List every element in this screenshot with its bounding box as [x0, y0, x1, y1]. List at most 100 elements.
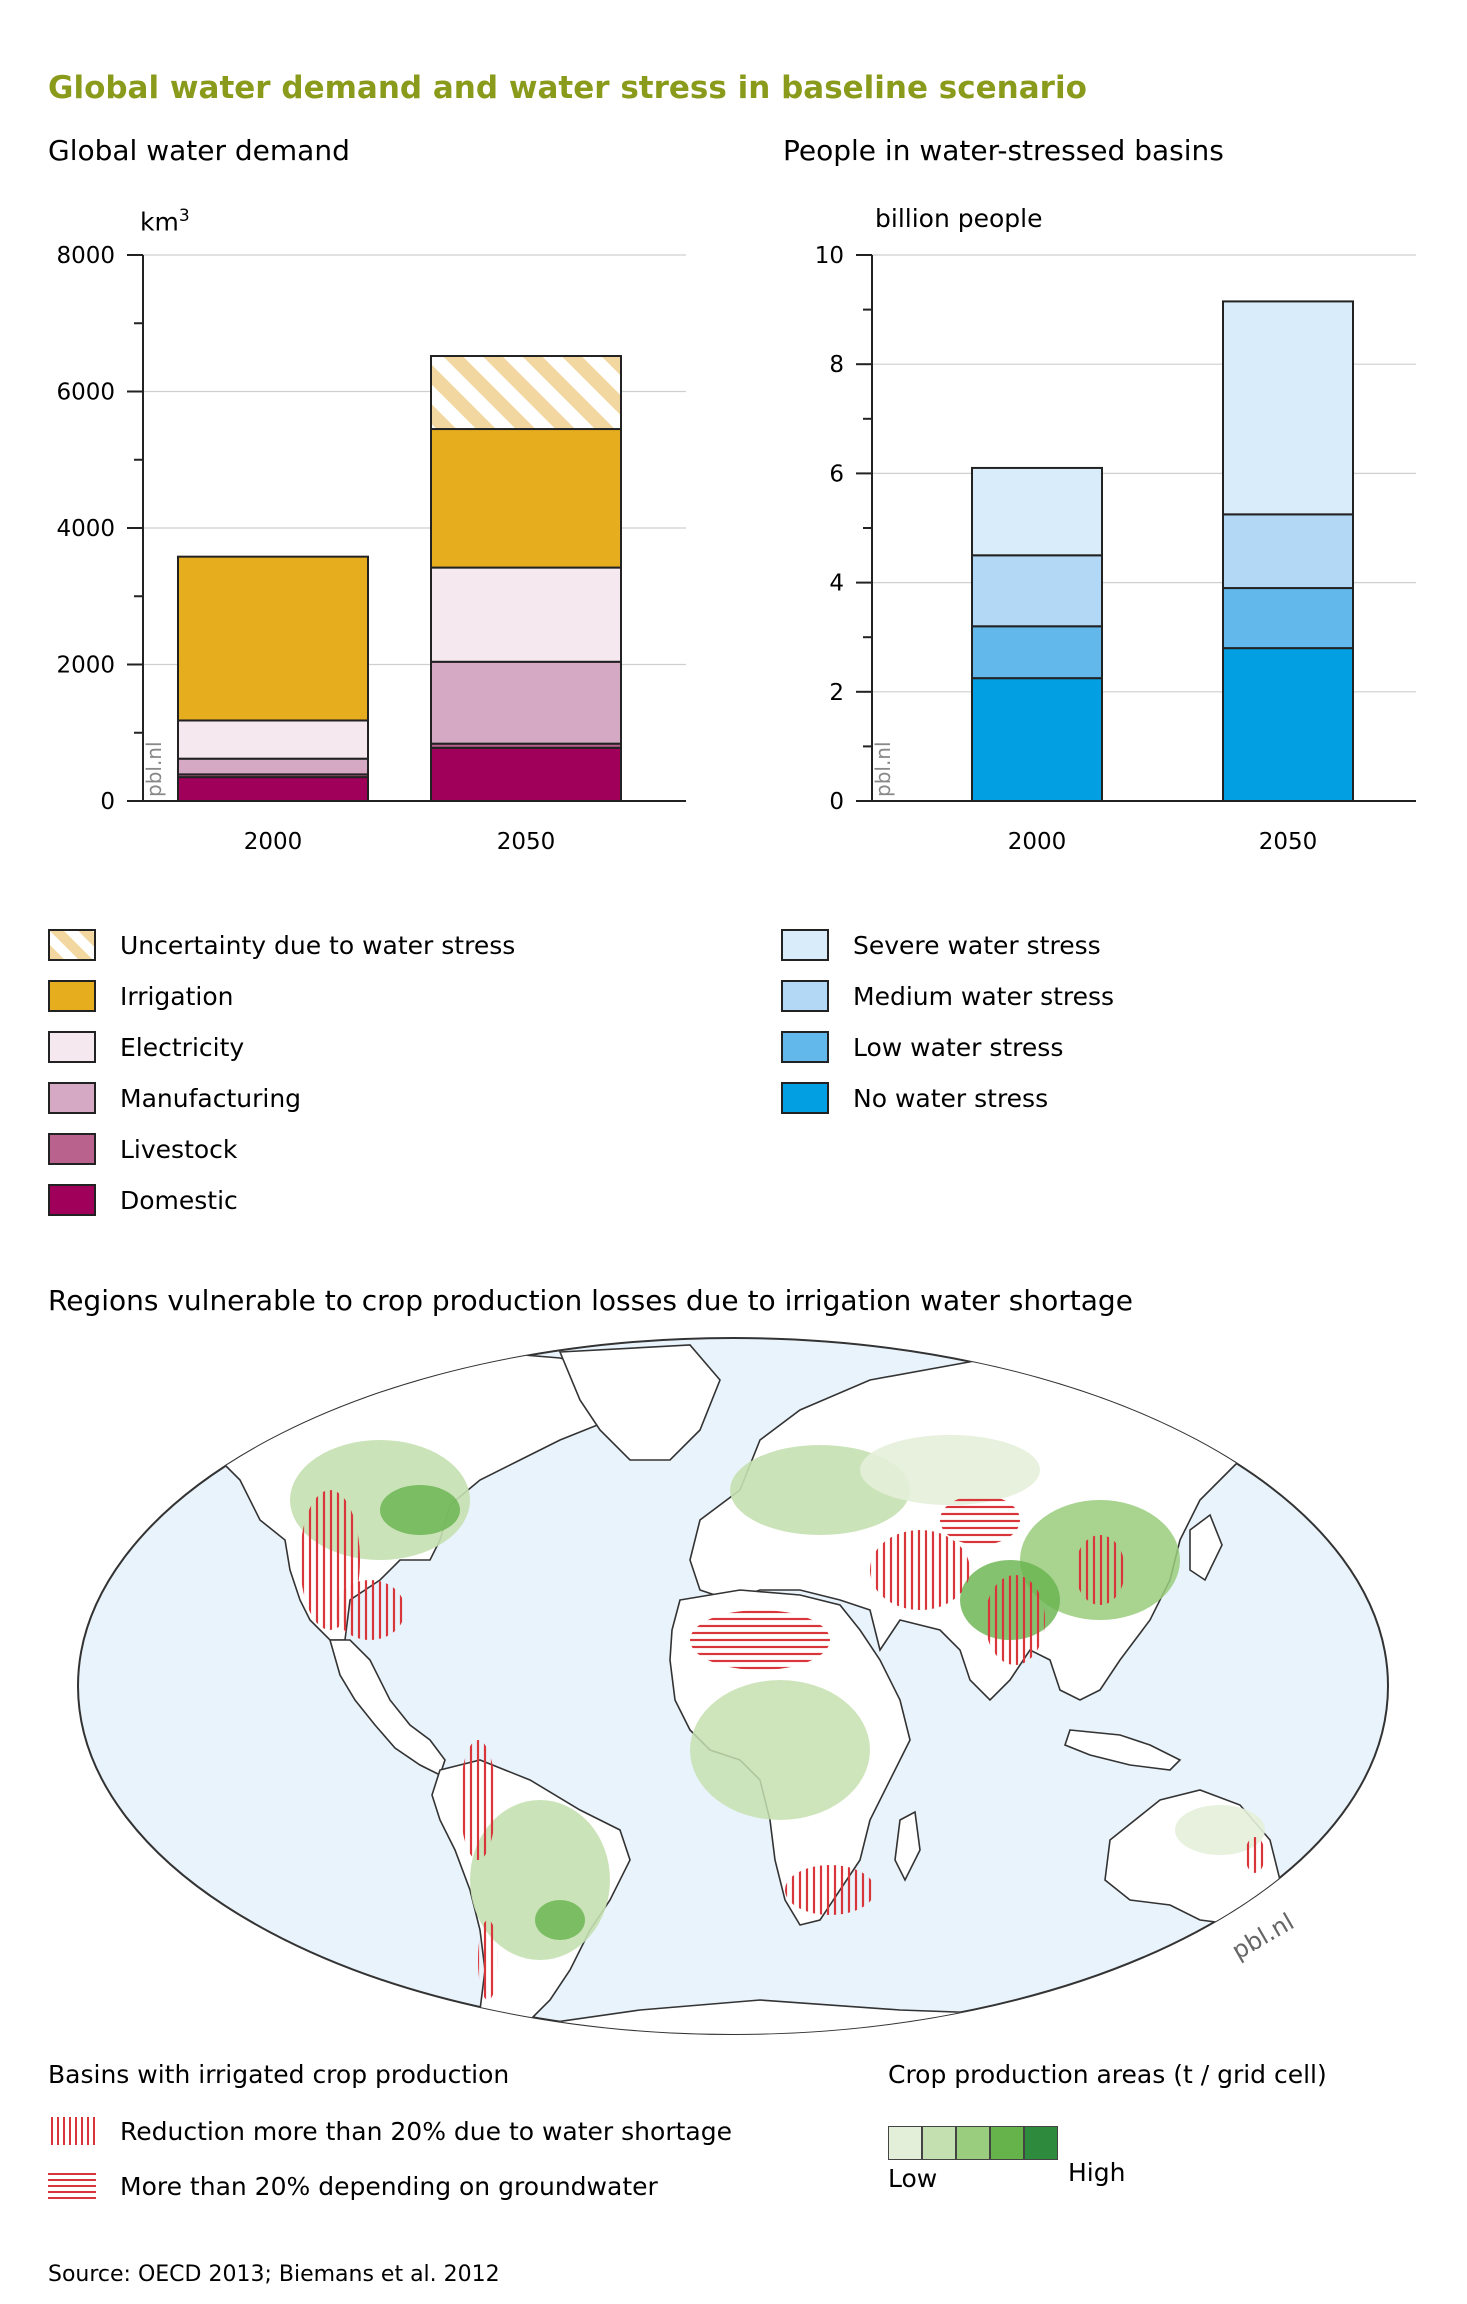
- legend-item-manufacturing: Manufacturing: [48, 1081, 301, 1115]
- y-tick-label: 2: [829, 680, 844, 706]
- y-tick-label: 0: [829, 789, 844, 815]
- map-watermark: pbl.nl: [1227, 1908, 1299, 1966]
- bar-2000-low-water-stress: [971, 625, 1103, 680]
- page-title: Global water demand and water stress in …: [48, 70, 1087, 106]
- water-demand-chart: 0 2000 4000 6000 8000 pbl.nl 2000 2050: [56, 243, 686, 855]
- north-america: [179, 1347, 642, 1641]
- central-america: [328, 1639, 446, 1777]
- legend-item-reduction: Reduction more than 20% due to water sho…: [48, 2114, 732, 2148]
- legend-label: Uncertainty due to water stress: [120, 930, 516, 960]
- bar-2050-severe-water-stress: [1222, 300, 1354, 516]
- y-tick-label: 10: [815, 243, 844, 269]
- crop-scale-3: [956, 2126, 990, 2160]
- bar-2050-no-water-stress: [1222, 647, 1354, 802]
- basin-western-usa: [300, 1490, 360, 1630]
- chart1-unit: km3: [140, 206, 190, 236]
- legend-swatch-electricity: [48, 1031, 96, 1063]
- bar-2050-medium-water-stress: [1222, 513, 1354, 590]
- basin-andes: [460, 1740, 496, 1860]
- legend-swatch-horizontal-hatch: [48, 2170, 96, 2202]
- australia: [1104, 1789, 1281, 1926]
- map-title: Regions vulnerable to crop production lo…: [48, 1284, 1133, 1317]
- y-tick-label: 6000: [56, 380, 115, 406]
- crop-scale-4: [990, 2126, 1024, 2160]
- legend-item-low-water-stress: Low water stress: [781, 1030, 1063, 1064]
- new-zealand: [1324, 1908, 1351, 1967]
- legend-label: Manufacturing: [120, 1083, 302, 1113]
- legend-item-medium-water-stress: Medium water stress: [781, 979, 1114, 1013]
- chart1-unit-base: km: [140, 207, 179, 237]
- bar-2000-severe-water-stress: [971, 466, 1103, 557]
- bar-2000-no-water-stress: [971, 677, 1103, 802]
- legend-label-reduction: Reduction more than 20% due to water sho…: [120, 2116, 732, 2146]
- x-tick-label: 2000: [244, 829, 303, 855]
- legend-swatch-domestic: [48, 1184, 96, 1216]
- y-tick-label: 4: [829, 571, 844, 597]
- legend-swatch-irrigation: [48, 980, 96, 1012]
- chart2-unit: billion people: [875, 204, 1043, 233]
- basin-chile: [478, 1920, 498, 2000]
- legend-swatch-manufacturing: [48, 1082, 96, 1114]
- bar-2000-irrigation: [177, 555, 369, 722]
- legend-label: Irrigation: [120, 981, 234, 1011]
- basin-china: [1075, 1535, 1125, 1605]
- bar-2050-manufacturing: [430, 660, 622, 745]
- bar-2000-electricity: [177, 719, 369, 760]
- legend-item-uncertainty-due-to-water-stress: Uncertainty due to water stress: [48, 928, 515, 962]
- basin-middle-east: [870, 1530, 970, 1610]
- legend-label: Livestock: [120, 1134, 238, 1164]
- bar-2050-low-water-stress: [1222, 587, 1354, 650]
- legend-item-irrigation: Irrigation: [48, 979, 234, 1013]
- bar-2050-domestic: [430, 746, 622, 803]
- crop-area-usa-core: [380, 1485, 460, 1535]
- bar-2000-domestic: [177, 776, 369, 802]
- legend-swatch-livestock: [48, 1133, 96, 1165]
- eurasia: [689, 1349, 1332, 1702]
- basin-australia: [1245, 1837, 1265, 1873]
- water-stress-chart: 0 2 4 6 8 10 pbl.nl 2000 2050: [815, 243, 1416, 855]
- basin-sahara: [690, 1610, 830, 1670]
- chart1-title: Global water demand: [48, 134, 350, 167]
- legend-item-severe-water-stress: Severe water stress: [781, 928, 1101, 962]
- south-america: [431, 1759, 631, 2034]
- x-tick-label: 2000: [1008, 829, 1067, 855]
- greenland: [558, 1344, 721, 1461]
- legend-swatch-uncertainty-due-to-water-stress: [48, 929, 96, 961]
- legend-label: Electricity: [120, 1032, 245, 1062]
- legend-item-no-water-stress: No water stress: [781, 1081, 1048, 1115]
- chart-watermark: pbl.nl: [142, 741, 166, 797]
- y-tick-label: 8000: [56, 243, 115, 269]
- basin-central-asia: [940, 1495, 1020, 1545]
- map-ocean: [77, 1337, 1389, 2035]
- legend-item-groundwater: More than 20% depending on groundwater: [48, 2169, 658, 2203]
- bar-2050-electricity: [430, 566, 622, 663]
- legend-label: Severe water stress: [853, 930, 1101, 960]
- chart2-title: People in water-stressed basins: [783, 134, 1224, 167]
- crop-area-russia: [860, 1435, 1040, 1505]
- crop-scale-5: [1024, 2126, 1058, 2160]
- africa: [669, 1589, 911, 1926]
- legend-label: Medium water stress: [853, 981, 1115, 1011]
- bar-2000-manufacturing: [177, 757, 369, 776]
- legend-item-domestic: Domestic: [48, 1183, 238, 1217]
- legend-item-electricity: Electricity: [48, 1030, 244, 1064]
- legend-swatch-no-water-stress: [781, 1082, 829, 1114]
- chart-watermark: pbl.nl: [871, 741, 895, 797]
- crop-area-australia: [1175, 1805, 1265, 1855]
- basins-legend-title: Basins with irrigated crop production: [48, 2060, 510, 2089]
- bar-2050-uncertainty-due-to-water-stress: [430, 355, 622, 431]
- bar-2000-medium-water-stress: [971, 554, 1103, 628]
- y-tick-label: 4000: [56, 516, 115, 542]
- crop-scale-high-label: High: [1068, 2158, 1126, 2187]
- legend-label-groundwater: More than 20% depending on groundwater: [120, 2171, 658, 2201]
- source-note: Source: OECD 2013; Biemans et al. 2012: [48, 2262, 500, 2287]
- crop-scale-1: [888, 2126, 922, 2160]
- crop-legend-title: Crop production areas (t / grid cell): [888, 2060, 1327, 2089]
- legend-swatch-medium-water-stress: [781, 980, 829, 1012]
- crop-area-south-america: [470, 1800, 610, 1960]
- y-tick-label: 6: [829, 461, 844, 487]
- madagascar: [894, 1810, 921, 1882]
- crop-area-africa: [690, 1680, 870, 1820]
- legend-swatch-vertical-hatch: [48, 2115, 96, 2147]
- legend-swatch-severe-water-stress: [781, 929, 829, 961]
